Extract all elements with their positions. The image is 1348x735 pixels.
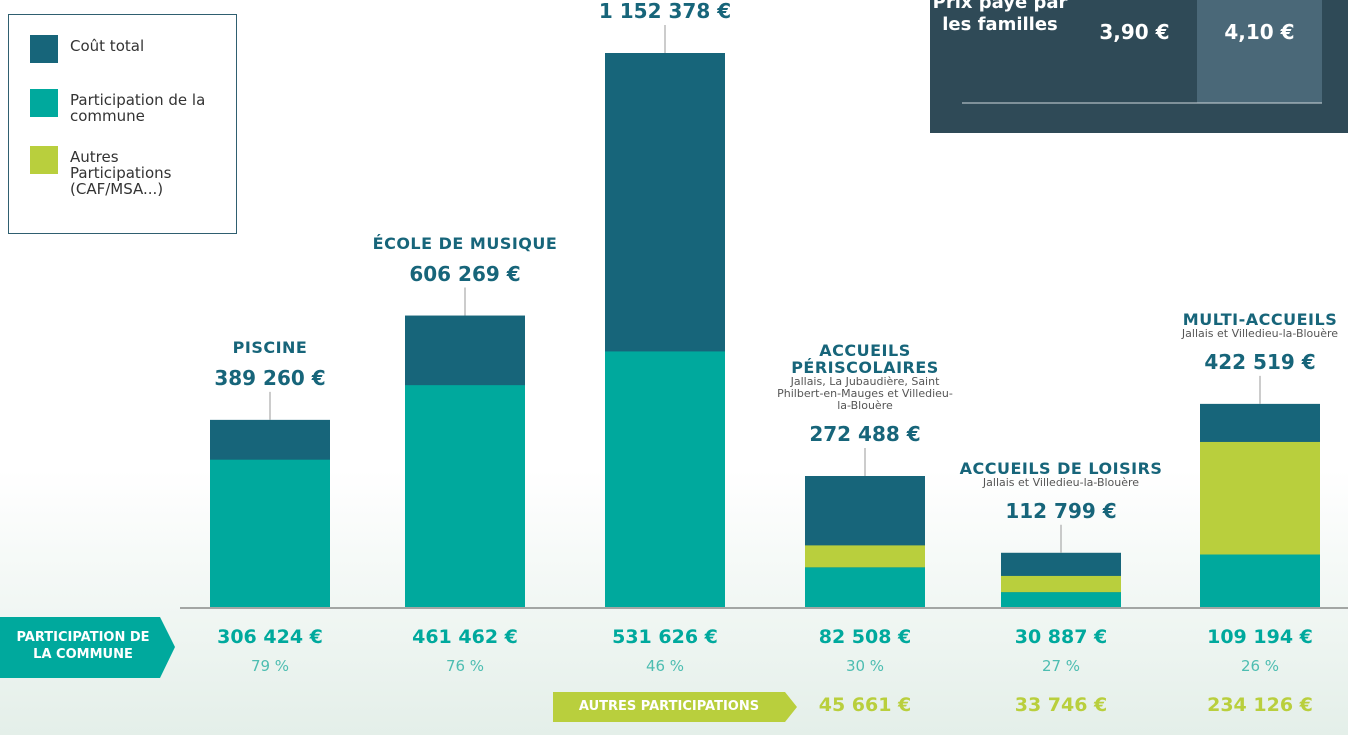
bar-autres (1001, 575, 1121, 593)
category-label: ACCUEILS DE LOISIRS (959, 458, 1163, 478)
row-label: PARTICIPATION DE LA COMMUNE (16, 630, 150, 662)
total-label: 1 152 378 € (598, 0, 732, 23)
commune-label: 531 626 € (612, 626, 718, 648)
bar-label: ÉCOLE DE MUSIQUE 606 269 € (345, 235, 585, 286)
category-label: ÉCOLE DE MUSIQUE (372, 233, 558, 253)
commune-label: 461 462 € (412, 626, 518, 648)
commune-percent: 46 % (645, 657, 685, 675)
bar-commune (1200, 554, 1320, 607)
legend-label: Coût total (70, 37, 145, 55)
autres-label: 45 661 € (818, 694, 912, 716)
category-label: MULTI-ACCUEILS (1182, 309, 1338, 329)
commune-percent: 76 % (445, 657, 485, 675)
row-label: AUTRES PARTICIPATIONS (578, 699, 760, 714)
bar-commune (605, 351, 725, 607)
legend-swatch (30, 89, 58, 117)
category-subtitle: Jallais et Villedieu-la-Blouère (982, 475, 1140, 489)
bar-commune (805, 567, 925, 607)
total-label: 112 799 € (1005, 498, 1117, 523)
row-badge (553, 692, 797, 722)
bar-autres (1200, 441, 1320, 555)
price-cell-bg (1197, 0, 1322, 103)
commune-percent: 26 % (1240, 657, 1280, 675)
commune-label: 30 887 € (1014, 626, 1108, 648)
legend-label: Participation de la commune (70, 91, 206, 125)
price-cell: 3,90 € (1099, 20, 1170, 44)
legend-swatch (30, 146, 58, 174)
category-subtitle: Jallais et Villedieu-la-Blouère (1181, 326, 1339, 340)
total-label: 606 269 € (409, 261, 521, 286)
bar-commune (210, 459, 330, 607)
total-label: 389 260 € (214, 365, 326, 390)
bar-label: ACCUEILS PÉRISCOLAIRES Jallais, La Jubaud… (745, 342, 985, 446)
commune-label: 306 424 € (217, 626, 323, 648)
bar-label: MULTI-ACCUEILS Jallais et Villedieu-la-Bl… (1140, 311, 1348, 374)
category-label: PISCINE (232, 337, 308, 357)
bar-commune (1001, 592, 1121, 607)
commune-percent: 30 % (845, 657, 885, 675)
legend-label: Autres Participations (CAF/MSA...) (70, 148, 172, 198)
bar-autres (805, 545, 925, 568)
total-label: 422 519 € (1204, 349, 1316, 374)
bar-label: 1 152 378 € (545, 0, 785, 23)
bar-commune (405, 385, 525, 607)
legend-swatch (30, 35, 58, 63)
commune-percent: 79 % (250, 657, 290, 675)
row-badge (0, 617, 175, 678)
price-row-label: Prix payé par les familles (932, 0, 1068, 35)
category-subtitle: Jallais, La Jubaudière, Saint Philbert-e… (777, 375, 953, 413)
bar-label: PISCINE 389 260 € (150, 339, 390, 390)
autres-label: 234 126 € (1207, 694, 1313, 716)
category-label: ACCUEILS PÉRISCOLAIRES (791, 341, 939, 378)
commune-percent: 27 % (1041, 657, 1081, 675)
bar-label: ACCUEILS DE LOISIRS Jallais et Villedieu-… (941, 460, 1181, 523)
price-cell: 4,10 € (1224, 20, 1295, 44)
commune-label: 82 508 € (818, 626, 912, 648)
commune-label: 109 194 € (1207, 626, 1313, 648)
autres-label: 33 746 € (1014, 694, 1108, 716)
total-label: 272 488 € (809, 422, 921, 447)
